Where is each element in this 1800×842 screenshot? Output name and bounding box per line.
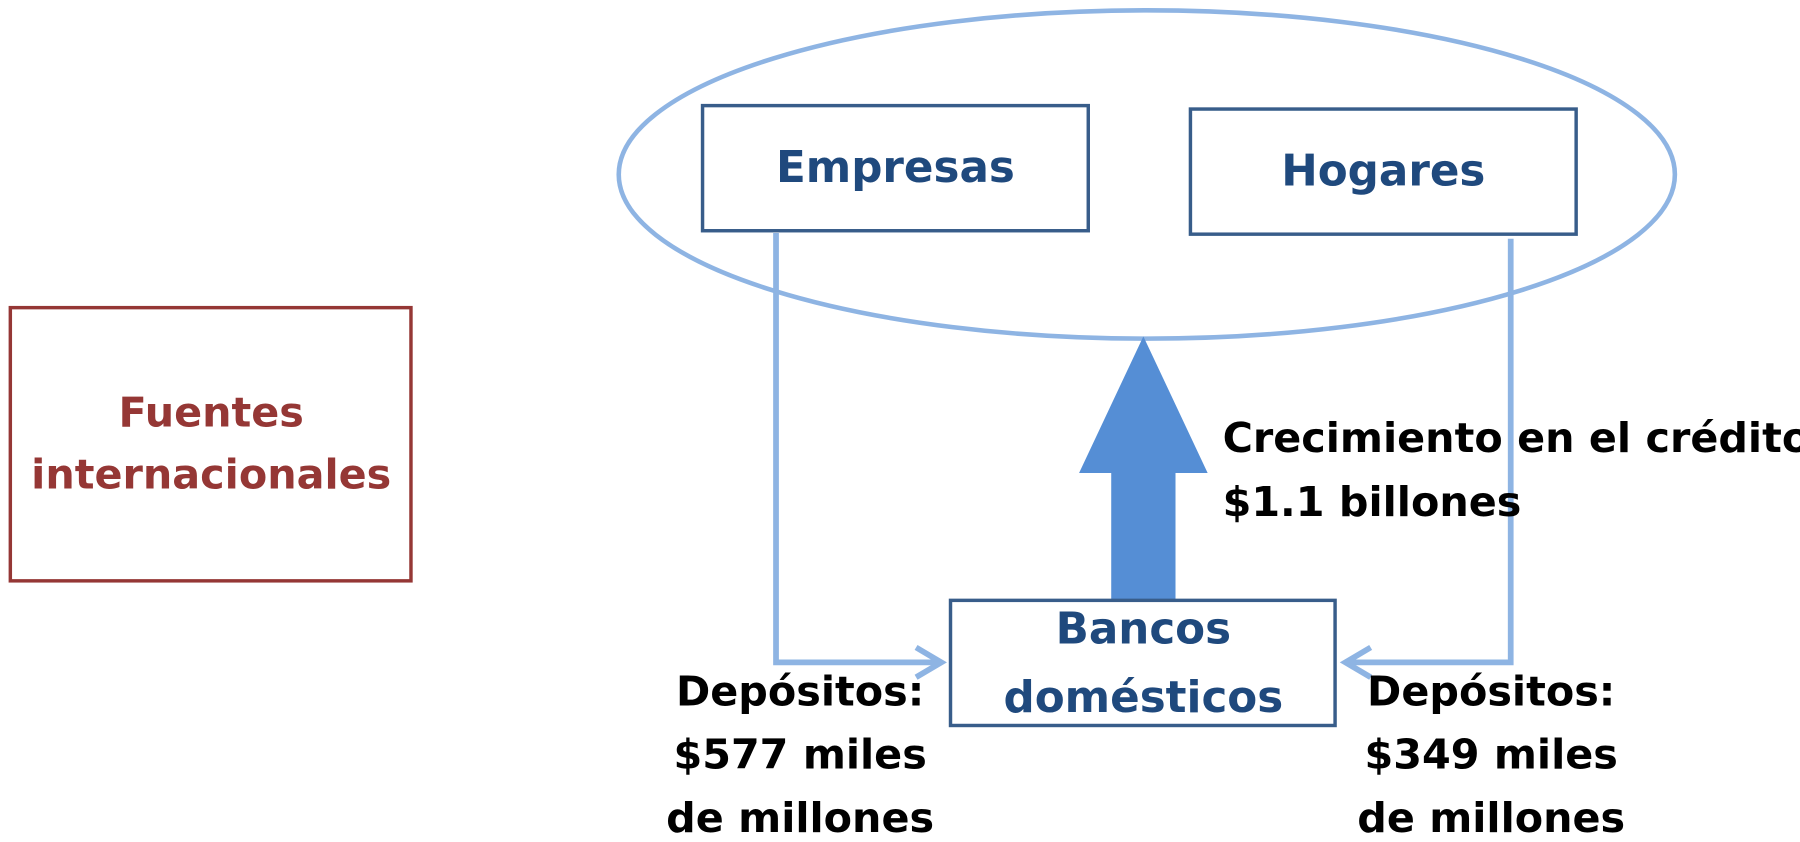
deposit-label: Depósitos: bbox=[1367, 667, 1615, 715]
empresas-box bbox=[700, 103, 1090, 233]
bancos-box bbox=[948, 598, 1337, 728]
arrowhead bbox=[1339, 644, 1373, 680]
deposit-line bbox=[773, 233, 940, 666]
deposit-label: de millones bbox=[666, 794, 934, 842]
deposit-label: Depósitos: bbox=[676, 667, 924, 715]
deposit-line bbox=[1347, 238, 1514, 666]
node-label: domésticos bbox=[1004, 673, 1284, 723]
sources-box bbox=[8, 305, 413, 583]
node-label: Empresas bbox=[776, 143, 1015, 193]
credit-label: $1.1 billones bbox=[1223, 478, 1522, 526]
sources-label: internacionales bbox=[31, 451, 391, 499]
credit-arrow bbox=[1079, 336, 1208, 602]
deposit-label: $577 miles bbox=[673, 731, 926, 779]
sources-label: Fuentes bbox=[119, 389, 304, 437]
node-label: Hogares bbox=[1281, 146, 1485, 196]
ellipse bbox=[616, 8, 1678, 341]
hogares-box bbox=[1188, 107, 1578, 236]
credit-label: Crecimiento en el crédito: bbox=[1223, 414, 1800, 462]
node-label: Bancos bbox=[1056, 604, 1231, 654]
deposit-label: de millones bbox=[1357, 794, 1625, 842]
arrowhead bbox=[914, 644, 947, 680]
deposit-label: $349 miles bbox=[1365, 731, 1618, 779]
